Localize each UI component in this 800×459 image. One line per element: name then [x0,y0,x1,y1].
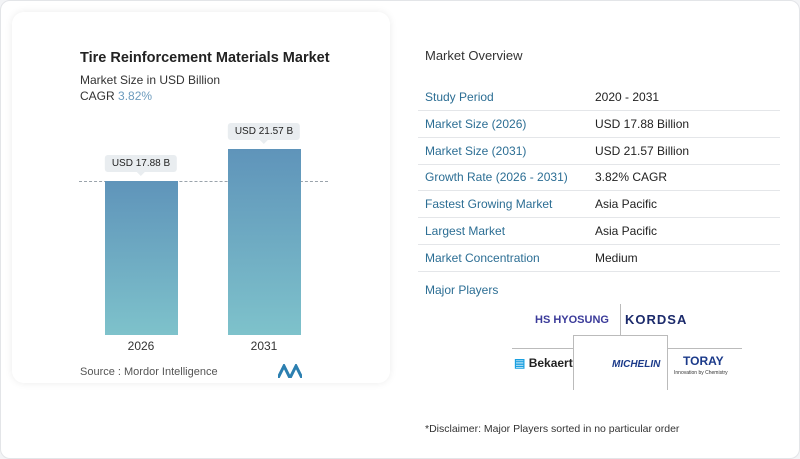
source-text: Source : Mordor Intelligence [80,366,218,378]
toray-tagline: Innovation by Chemistry [674,370,728,376]
cagr: CAGR 3.82% [80,89,152,103]
data-label: USD 17.88 B [104,154,178,176]
cagr-value: 3.82% [118,89,153,103]
row-label: Market Size (2026) [425,116,527,131]
row-value: USD 17.88 Billion [595,116,690,131]
divider [573,335,668,390]
overview-row: Study Period 2020 - 2031 [418,84,780,111]
overview-row: Fastest Growing Market Asia Pacific [418,191,780,219]
chart-title: Tire Reinforcement Materials Market [80,50,330,66]
overview-row: Largest Market Asia Pacific [418,218,780,245]
overview-row: Market Size (2031) USD 21.57 Billion [418,138,780,165]
x-tick-label: 2031 [250,339,278,353]
row-label: Market Concentration [425,250,540,265]
overview-row: Market Concentration Medium [418,245,780,272]
disclaimer: *Disclaimer: Major Players sorted in no … [425,423,680,435]
row-label: Market Size (2031) [425,143,527,158]
row-label: Largest Market [425,224,506,238]
row-value: 3.82% CAGR [595,170,668,185]
hyosung-logo: HS HYOSUNG [535,314,609,326]
divider [620,304,621,340]
data-label: USD 21.57 B [227,122,301,144]
bekaert-icon: ▤ [514,356,526,370]
overview-row: Growth Rate (2026 - 2031) 3.82% CAGR [418,164,780,192]
x-tick-label: 2026 [127,339,155,353]
cagr-label: CAGR [80,89,115,103]
bar-2031 [228,148,301,335]
chart-subtitle: Market Size in USD Billion [80,73,221,87]
kordsa-logo: KORDSA [625,312,688,327]
toray-logo: TORAY [683,354,724,368]
major-players-title: Major Players [425,283,499,297]
row-value: Asia Pacific [595,197,658,212]
chart-card [12,12,390,383]
overview-title: Market Overview [425,48,523,63]
row-value: Medium [595,250,638,265]
row-label: Fastest Growing Market [425,197,553,212]
michelin-logo: MICHELIN [612,359,661,370]
row-value: 2020 - 2031 [595,90,660,104]
mordor-logo-icon [278,364,302,378]
reference-line [79,181,328,182]
row-value: Asia Pacific [595,224,658,238]
overview-row: Market Size (2026) USD 17.88 Billion [418,111,780,138]
row-value: USD 21.57 Billion [595,143,690,158]
bar-2026 [105,180,178,335]
row-label: Study Period [425,90,494,104]
bekaert-logo: ▤ Bekaert [514,356,573,370]
row-label: Growth Rate (2026 - 2031) [425,170,568,185]
